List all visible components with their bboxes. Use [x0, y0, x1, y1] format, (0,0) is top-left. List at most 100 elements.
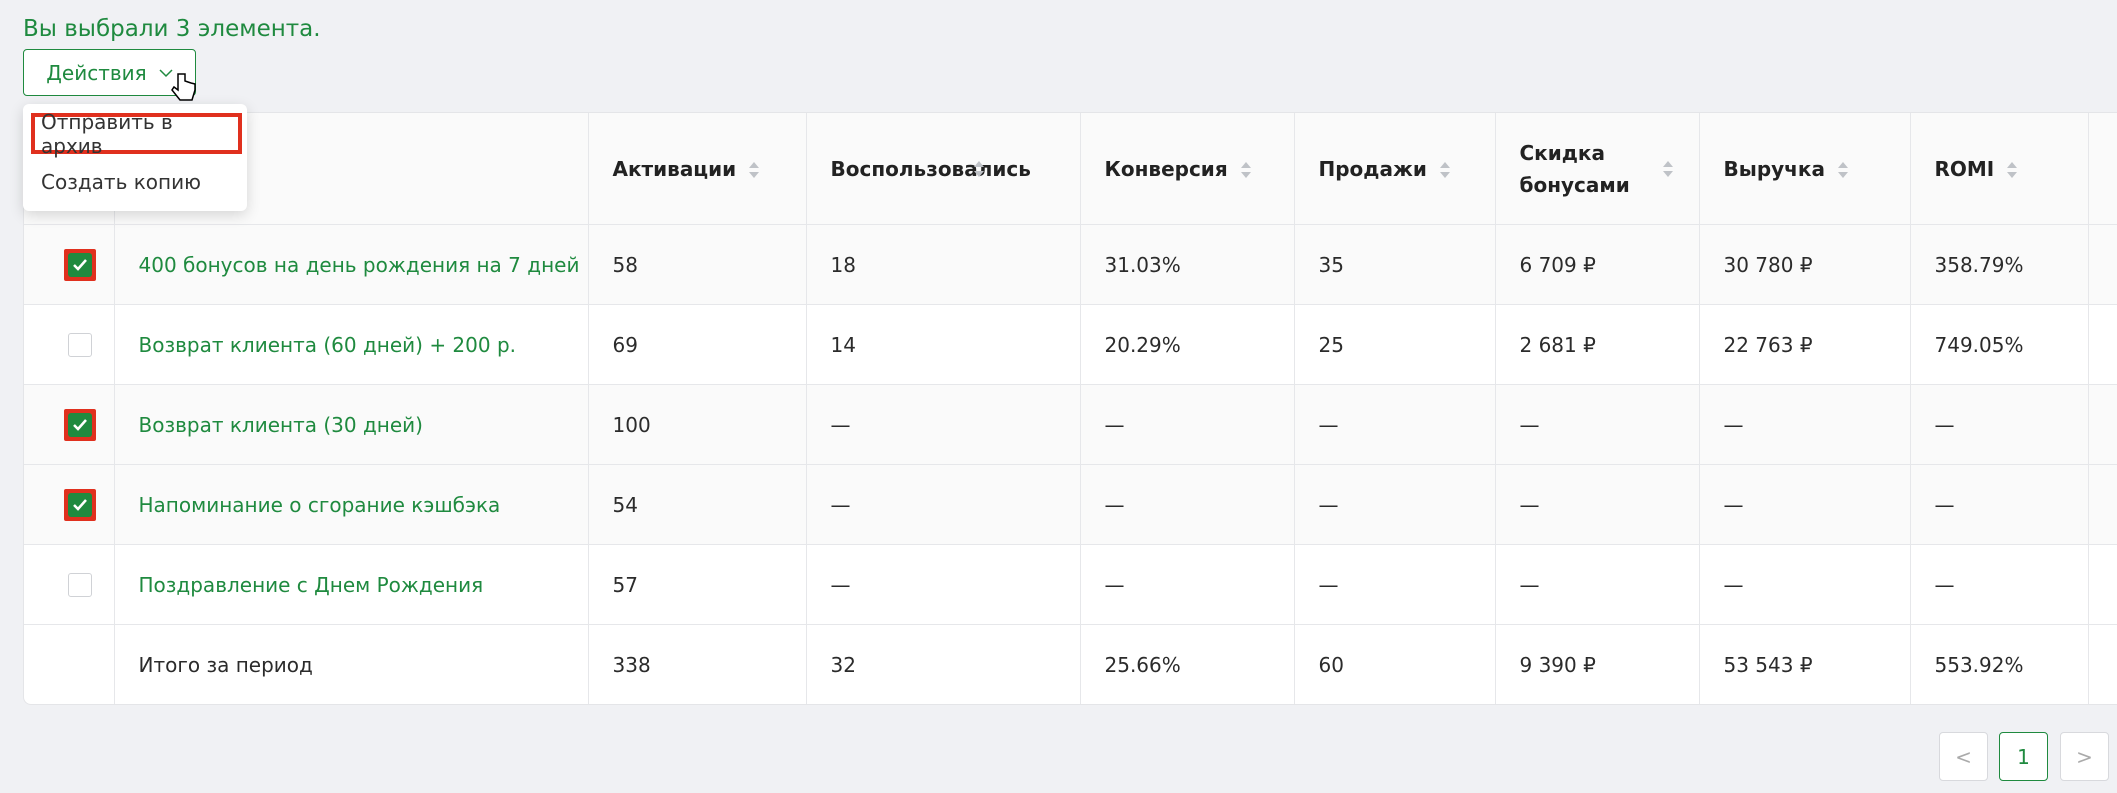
cell: 358.79% — [1910, 224, 2089, 305]
cell: — — [1080, 464, 1295, 545]
checkbox-cell — [24, 464, 115, 545]
cell: 100 — [588, 384, 807, 465]
cell: — — [1495, 464, 1700, 545]
checkbox-cell — [24, 224, 115, 305]
cell: 31.03% — [1080, 224, 1295, 305]
header-label: Продажи — [1318, 156, 1427, 181]
sort-icon[interactable] — [1837, 160, 1849, 180]
cell: — — [1294, 464, 1496, 545]
cell — [2088, 544, 2117, 625]
menu-item[interactable]: Создать копию — [41, 169, 201, 194]
cell: — — [1495, 544, 1700, 625]
check-mark — [73, 418, 87, 431]
cell — [2088, 384, 2117, 465]
cell: 14 — [806, 304, 1081, 385]
cell: — — [806, 384, 1081, 465]
actions-menu: Отправить в архив Создать копию — [23, 104, 247, 211]
cell: — — [1699, 544, 1911, 625]
cell — [24, 624, 115, 704]
checkbox-box — [68, 412, 92, 437]
prev-page[interactable]: < — [1939, 732, 1988, 781]
header-cell: Скидка бонусами — [1495, 113, 1700, 225]
cell: 30 780 ₽ — [1699, 224, 1911, 305]
checkbox-checked[interactable] — [64, 408, 96, 441]
page-button[interactable]: 1 — [1999, 732, 2048, 781]
total-cell: 9 390 ₽ — [1495, 624, 1700, 704]
total-cell: 32 — [806, 624, 1081, 704]
menu-item[interactable]: Отправить в архив — [31, 110, 242, 158]
cell: 2 681 ₽ — [1495, 304, 1700, 385]
total-cell: 53 543 ₽ — [1699, 624, 1911, 704]
cell: 69 — [588, 304, 807, 385]
header-cell: Конверсия — [1080, 113, 1295, 225]
cell: 22 763 ₽ — [1699, 304, 1911, 385]
check-mark — [73, 258, 87, 271]
sort-icon[interactable] — [973, 159, 985, 179]
header-row: Активации Воспользовались Конверсия Продажи… — [24, 113, 2117, 225]
total-row: Итого за период 338 32 25.66% 60 9 390 ₽53 54… — [24, 624, 2117, 704]
header-label: ROMI — [1934, 156, 1995, 181]
header-label: Выручка — [1723, 156, 1825, 181]
sort-icon[interactable] — [1662, 159, 1674, 179]
header-cell — [2088, 113, 2117, 225]
cell — [2088, 304, 2117, 385]
sort-icon[interactable] — [1439, 160, 1451, 180]
total-cell: 338 — [588, 624, 807, 704]
table-row: Возврат клиента (30 дней) 100— — — — — — — [24, 384, 2117, 465]
cell: 35 — [1294, 224, 1496, 305]
table: Активации Воспользовались Конверсия Продажи… — [24, 113, 2117, 704]
selection-text: Вы выбрали 3 элемента. — [23, 16, 321, 42]
cell: — — [806, 464, 1081, 545]
cell: — — [1294, 384, 1496, 465]
checkbox-box — [68, 252, 92, 277]
total-cell: 553.92% — [1910, 624, 2089, 704]
cell: — — [1910, 384, 2089, 465]
cell — [2088, 224, 2117, 305]
row-name[interactable]: Напоминание о сгорание кэшбэка — [114, 464, 589, 545]
cell: 6 709 ₽ — [1495, 224, 1700, 305]
row-name[interactable]: 400 бонусов на день рождения на 7 дней — [114, 224, 589, 305]
total-cell: 60 — [1294, 624, 1496, 704]
cell: — — [1699, 464, 1911, 545]
cell: — — [1080, 384, 1295, 465]
checkbox-checked[interactable] — [64, 248, 96, 281]
table-row: Напоминание о сгорание кэшбэка 54— — — — — — — [24, 464, 2117, 545]
cell: 54 — [588, 464, 807, 545]
sort-icon[interactable] — [2006, 160, 2018, 180]
header-label: Скидка бонусами — [1519, 140, 1630, 197]
header-cell: Продажи — [1294, 113, 1496, 225]
row-name[interactable]: Возврат клиента (60 дней) + 200 р. — [114, 304, 589, 385]
cell: — — [806, 544, 1081, 625]
header-label: Конверсия — [1104, 156, 1228, 181]
cell: — — [1910, 464, 2089, 545]
next-page[interactable]: > — [2060, 732, 2109, 781]
checkbox-cell — [24, 304, 115, 385]
table-row: Поздравление с Днем Рождения 57— — — — — — — [24, 544, 2117, 625]
row-name[interactable]: Поздравление с Днем Рождения — [114, 544, 589, 625]
actions-button[interactable]: Действия — [23, 49, 196, 96]
cell: — — [1294, 544, 1496, 625]
checkbox-cell — [24, 544, 115, 625]
cell: 18 — [806, 224, 1081, 305]
total-label: Итого за период — [114, 624, 589, 704]
sort-icon[interactable] — [748, 160, 760, 180]
cell: 749.05% — [1910, 304, 2089, 385]
header-cell: Выручка — [1699, 113, 1911, 225]
cursor — [171, 73, 196, 101]
cell: — — [1910, 544, 2089, 625]
checkbox-box — [68, 492, 92, 517]
table-body: 400 бонусов на день рождения на 7 дней 58… — [24, 224, 2117, 704]
checkbox-cell — [24, 384, 115, 465]
row-name[interactable]: Возврат клиента (30 дней) — [114, 384, 589, 465]
checkbox[interactable] — [68, 572, 92, 597]
cell — [2088, 464, 2117, 545]
checkbox-checked[interactable] — [64, 488, 96, 521]
checkbox[interactable] — [68, 332, 92, 357]
sort-icon[interactable] — [1240, 160, 1252, 180]
header-cell: ROMI — [1910, 113, 2089, 225]
header-cell: Воспользовались — [806, 113, 1081, 225]
total-cell: 25.66% — [1080, 624, 1295, 704]
cell: — — [1495, 384, 1700, 465]
cell — [2088, 624, 2117, 704]
